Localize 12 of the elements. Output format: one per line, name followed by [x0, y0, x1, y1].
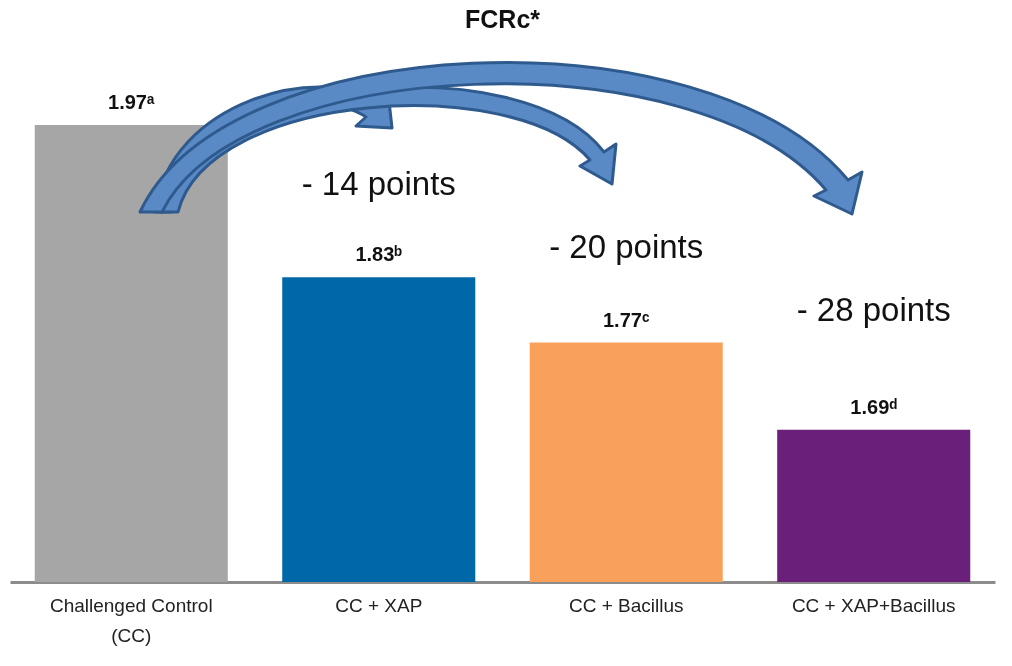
annotation: - 28 points	[796, 291, 951, 328]
x-tick-label: CC + XAP	[335, 594, 423, 616]
chart-title: FCRc*	[464, 5, 541, 33]
data-label: 1.83ᵇ	[355, 243, 403, 266]
annotation: - 20 points	[549, 228, 704, 265]
annotation: - 14 points	[301, 165, 456, 202]
data-label: 1.77ᶜ	[602, 308, 650, 331]
x-tick-label: Challenged Control (CC)	[49, 594, 213, 646]
data-label: 1.69ᵈ	[850, 395, 898, 418]
x-tick-label: CC + Bacillus	[568, 594, 684, 616]
data-label: 1.97ᵃ	[108, 91, 155, 113]
x-tick-label: CC + XAP+Bacillus	[791, 594, 956, 616]
